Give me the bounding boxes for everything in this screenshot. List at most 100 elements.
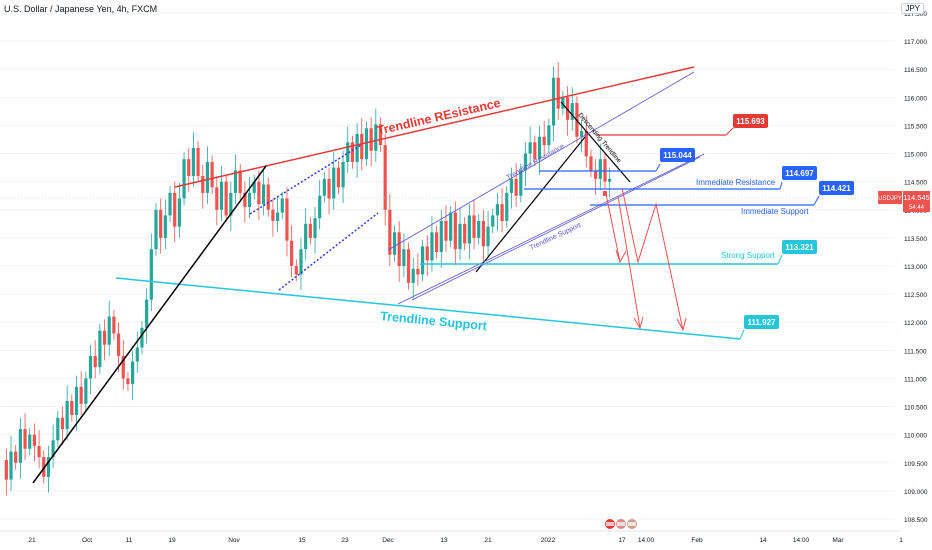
- x-tick-label: 13: [440, 537, 448, 544]
- candle: [435, 225, 439, 259]
- y-tick-label: 114.500: [904, 180, 927, 187]
- svg-text:115.044: 115.044: [663, 151, 692, 160]
- candle: [537, 125, 542, 175]
- y-tick-label: 112.000: [904, 320, 927, 327]
- candle: [523, 142, 528, 187]
- candle: [308, 217, 312, 245]
- candle: [28, 427, 32, 456]
- candle: [383, 133, 387, 226]
- x-tick-label: 11: [126, 537, 133, 544]
- candle: [145, 288, 149, 344]
- candle: [60, 406, 65, 445]
- dec-black-trendline: [475, 136, 586, 273]
- candle: [285, 187, 289, 257]
- candle: [304, 208, 308, 261]
- candle: [322, 172, 326, 203]
- candle: [294, 259, 298, 282]
- candle: [500, 188, 504, 233]
- candle: [472, 199, 476, 250]
- y-tick-label: 113.500: [904, 236, 927, 243]
- candle: [397, 221, 401, 282]
- level-114421-callout: 114.421: [813, 181, 854, 206]
- svg-text:111.927: 111.927: [747, 318, 776, 327]
- candle: [182, 152, 186, 206]
- candle: [444, 205, 448, 252]
- candle: [163, 199, 167, 250]
- candle: [514, 163, 518, 207]
- candle: [598, 143, 602, 191]
- y-tick-label: 111.500: [904, 348, 927, 355]
- y-tick-label: 110.500: [904, 405, 927, 412]
- candle: [271, 198, 275, 237]
- candle: [257, 170, 261, 220]
- candle: [46, 445, 51, 493]
- x-tick-label: Dec: [382, 537, 394, 544]
- currency-badge[interactable]: JPY: [901, 3, 924, 14]
- candle: [196, 141, 200, 183]
- candle: [168, 186, 172, 223]
- candle: [154, 203, 158, 256]
- candles: [4, 61, 612, 496]
- candle: [608, 167, 612, 198]
- candle: [467, 204, 471, 260]
- candle: [243, 181, 247, 223]
- candle: [276, 196, 280, 233]
- y-tick-label: 111.000: [904, 376, 927, 383]
- candle: [79, 371, 83, 415]
- candle: [346, 126, 350, 174]
- x-tick-label: 2022: [541, 537, 556, 544]
- candle: [528, 126, 532, 165]
- candle: [589, 149, 593, 178]
- y-tick-label: 110.000: [904, 433, 927, 440]
- candle: [4, 448, 8, 496]
- candle: [88, 344, 93, 395]
- candle: [378, 117, 383, 152]
- y-tick-label: 116.500: [904, 67, 927, 74]
- y-tick-label: 115.500: [904, 123, 927, 130]
- candle: [533, 135, 537, 166]
- candle: [173, 181, 177, 243]
- x-tick-label: 14: [759, 537, 767, 544]
- candle: [364, 121, 369, 166]
- candle: [42, 450, 46, 484]
- candle: [565, 86, 570, 136]
- price-axis: 117.500 117.000 116.500 116.000 115.500 115.0…: [904, 11, 928, 524]
- y-tick-label: 108.500: [904, 517, 928, 524]
- candle: [56, 411, 60, 448]
- descending-trendline-line: [560, 101, 631, 183]
- candle: [420, 239, 425, 282]
- grid: [0, 12, 895, 520]
- candle: [388, 194, 392, 266]
- x-tick-label: Nov: [228, 537, 240, 544]
- nov-dotted-channel: [249, 144, 379, 291]
- svg-text:114.697: 114.697: [785, 169, 814, 178]
- candle: [491, 208, 495, 234]
- candle: [313, 206, 317, 254]
- x-tick-label: 14:00: [638, 537, 655, 544]
- x-tick-label: 17: [618, 537, 626, 544]
- candle: [374, 108, 378, 162]
- candle: [416, 253, 420, 286]
- candle: [453, 201, 457, 265]
- candle: [74, 375, 79, 431]
- candle: [449, 205, 453, 248]
- y-tick-label: 116.000: [904, 95, 927, 102]
- candle: [84, 371, 88, 411]
- candle: [229, 181, 233, 232]
- rising-channel-lines: [387, 71, 705, 305]
- candle: [551, 66, 556, 142]
- candle: [542, 120, 546, 157]
- candle: [201, 164, 205, 209]
- y-tick-label: 117.500: [904, 11, 927, 18]
- x-tick-label: 1: [899, 537, 903, 544]
- candle: [98, 323, 102, 374]
- x-tick-label: 21: [484, 537, 492, 544]
- candle: [486, 210, 490, 258]
- candle: [149, 233, 153, 311]
- x-tick-label: Oct: [82, 537, 92, 544]
- candle: [9, 435, 13, 491]
- symbol-badge: USDJPY: [878, 196, 902, 202]
- candle: [584, 115, 588, 168]
- candle: [177, 182, 181, 238]
